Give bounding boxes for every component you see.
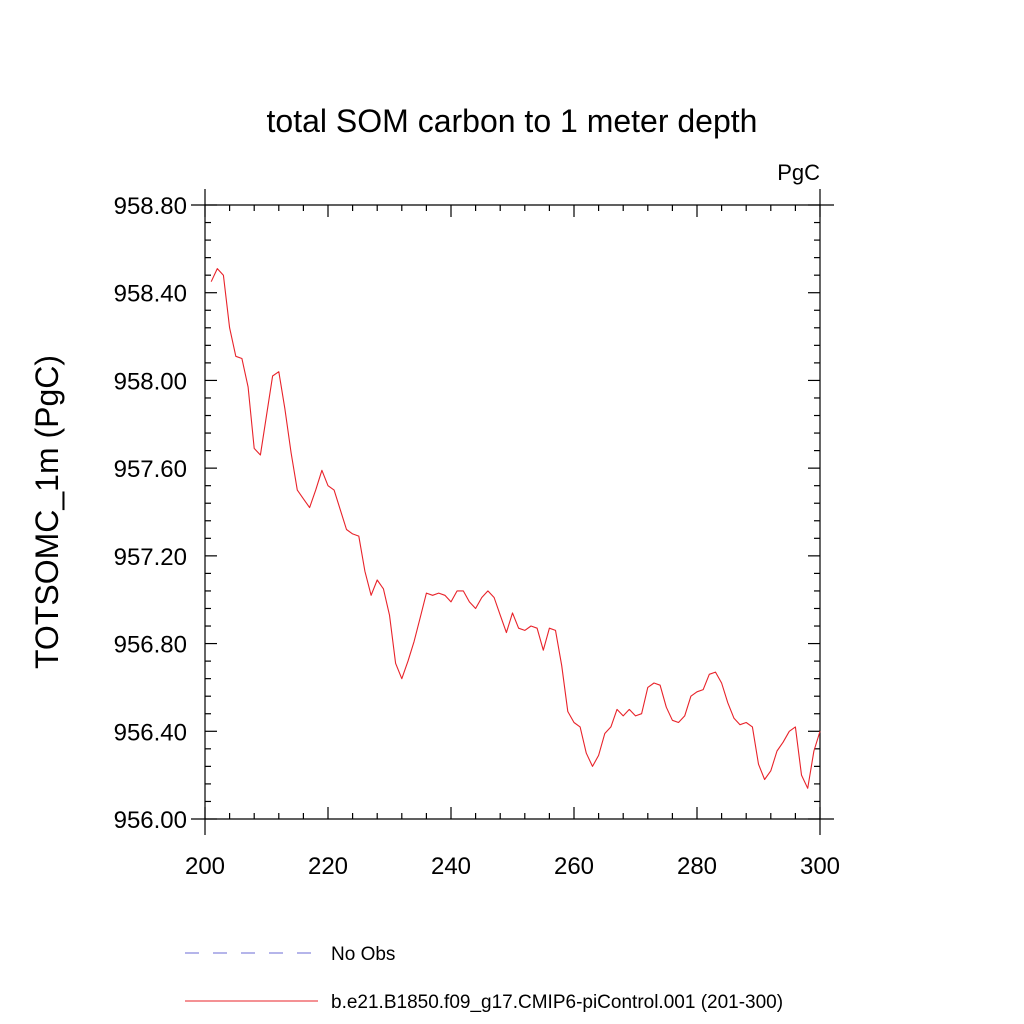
- y-axis-label: TOTSOMC_1m (PgC): [29, 355, 65, 669]
- y-tick-label: 956.40: [114, 719, 187, 746]
- axes: 200 220 240 260 280 300 956.00 956.40 956.80 957.…: [114, 189, 840, 880]
- y-tick-label: 956.00: [114, 807, 187, 834]
- y-tick-label: 957.60: [114, 456, 187, 483]
- x-tick-label: 220: [308, 853, 348, 880]
- legend-label: b.e21.B1850.f09_g17.CMIP6-piControl.001 …: [331, 992, 783, 1013]
- legend-label: No Obs: [331, 944, 395, 965]
- y-tick-label: 956.80: [114, 632, 187, 659]
- x-tick-label: 260: [554, 853, 594, 880]
- series-layer: [210, 268, 821, 789]
- chart-title: total SOM carbon to 1 meter depth: [267, 103, 758, 139]
- x-tick-label: 280: [677, 853, 717, 880]
- x-tick-label: 300: [800, 853, 840, 880]
- y-tick-label: 957.20: [114, 544, 187, 571]
- x-tick-label: 240: [431, 853, 471, 880]
- x-tick-label: 200: [185, 853, 225, 880]
- legend: No Obs b.e21.B1850.f09_g17.CMIP6-piContro…: [185, 944, 783, 1013]
- series-line: [210, 268, 821, 789]
- y-tick-label: 958.00: [114, 368, 187, 395]
- units-label: PgC: [777, 160, 820, 185]
- y-tick-label: 958.40: [114, 281, 187, 308]
- y-tick-label: 958.80: [114, 193, 187, 220]
